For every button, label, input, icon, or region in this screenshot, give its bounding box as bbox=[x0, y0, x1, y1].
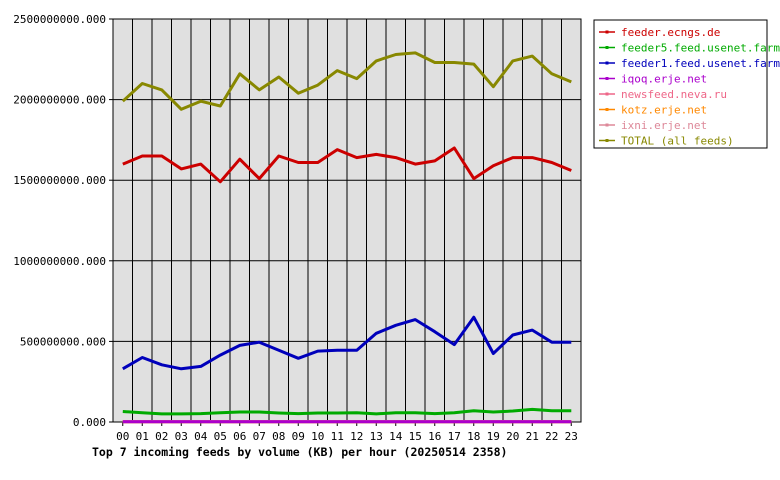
series-line-feeder1-feed-usenet-farm bbox=[122, 315, 572, 371]
legend-label: iqoq.erje.net bbox=[621, 73, 707, 86]
legend-label: kotz.erje.net bbox=[621, 104, 707, 117]
y-axis: 0.000 500000000.000 1000000000.000 15000000… bbox=[13, 13, 113, 429]
x-tick-label: 22 bbox=[545, 430, 558, 443]
x-tick-label: 02 bbox=[155, 430, 168, 443]
legend-label: feeder1.feed.usenet.farm bbox=[621, 57, 780, 70]
x-tick-label: 16 bbox=[428, 430, 441, 443]
x-tick-label: 15 bbox=[409, 430, 422, 443]
legend-label: feeder5.feed.usenet.farm bbox=[621, 42, 780, 55]
legend-marker bbox=[605, 108, 609, 111]
legend-marker bbox=[605, 77, 609, 80]
series-line-feeder5-feed-usenet-farm bbox=[122, 407, 572, 416]
y-tick-label: 500000000.000 bbox=[20, 335, 106, 348]
x-tick-label: 20 bbox=[506, 430, 519, 443]
legend-label: ixni.erje.net bbox=[621, 119, 707, 132]
legend-box bbox=[593, 19, 768, 149]
legend-marker bbox=[605, 139, 609, 142]
series-line-feeder-ecngs-de bbox=[122, 146, 572, 184]
y-tick-label: 0.000 bbox=[73, 416, 106, 429]
x-tick-label: 13 bbox=[370, 430, 383, 443]
legend-label: TOTAL (all feeds) bbox=[621, 135, 734, 148]
x-axis: 00 01 02 03 04 05 06 07 08 09 10 11 12 13 14 15 16 17 18 19… bbox=[116, 422, 578, 443]
x-tick-label: 18 bbox=[467, 430, 480, 443]
x-tick-label: 17 bbox=[448, 430, 461, 443]
x-tick-label: 06 bbox=[233, 430, 246, 443]
legend-label: feeder.ecngs.de bbox=[621, 26, 720, 39]
legend: feeder.ecngs.de feeder5.feed.usenet.farm f… bbox=[593, 19, 780, 149]
x-tick-label: 03 bbox=[175, 430, 188, 443]
legend-marker bbox=[605, 92, 609, 96]
x-tick-label: 19 bbox=[487, 430, 500, 443]
y-tick-label: 1000000000.000 bbox=[13, 255, 106, 268]
x-tick-label: 10 bbox=[311, 430, 324, 443]
x-tick-label: 05 bbox=[214, 430, 227, 443]
x-tick-label: 23 bbox=[565, 430, 578, 443]
legend-label: newsfeed.neva.ru bbox=[621, 88, 727, 101]
x-tick-label: 01 bbox=[136, 430, 149, 443]
series-lines bbox=[121, 51, 572, 424]
x-tick-label: 00 bbox=[116, 430, 129, 443]
x-tick-label: 12 bbox=[350, 430, 363, 443]
legend-marker bbox=[605, 46, 609, 49]
chart-title: Top 7 incoming feeds by volume (KB) per … bbox=[92, 445, 507, 459]
series-line-total-all-feeds bbox=[121, 51, 572, 111]
x-tick-label: 14 bbox=[389, 430, 403, 443]
legend-marker bbox=[605, 61, 609, 65]
x-tick-label: 09 bbox=[292, 430, 305, 443]
y-tick-label: 2500000000.000 bbox=[13, 13, 106, 26]
x-tick-label: 08 bbox=[272, 430, 285, 443]
y-tick-label: 1500000000.000 bbox=[13, 174, 106, 187]
x-tick-label: 21 bbox=[526, 430, 539, 443]
legend-marker bbox=[605, 123, 609, 127]
x-tick-label: 07 bbox=[253, 430, 266, 443]
legend-marker bbox=[605, 30, 609, 34]
y-tick-label: 2000000000.000 bbox=[13, 94, 106, 107]
x-tick-label: 11 bbox=[331, 430, 344, 443]
x-tick-label: 04 bbox=[194, 430, 208, 443]
